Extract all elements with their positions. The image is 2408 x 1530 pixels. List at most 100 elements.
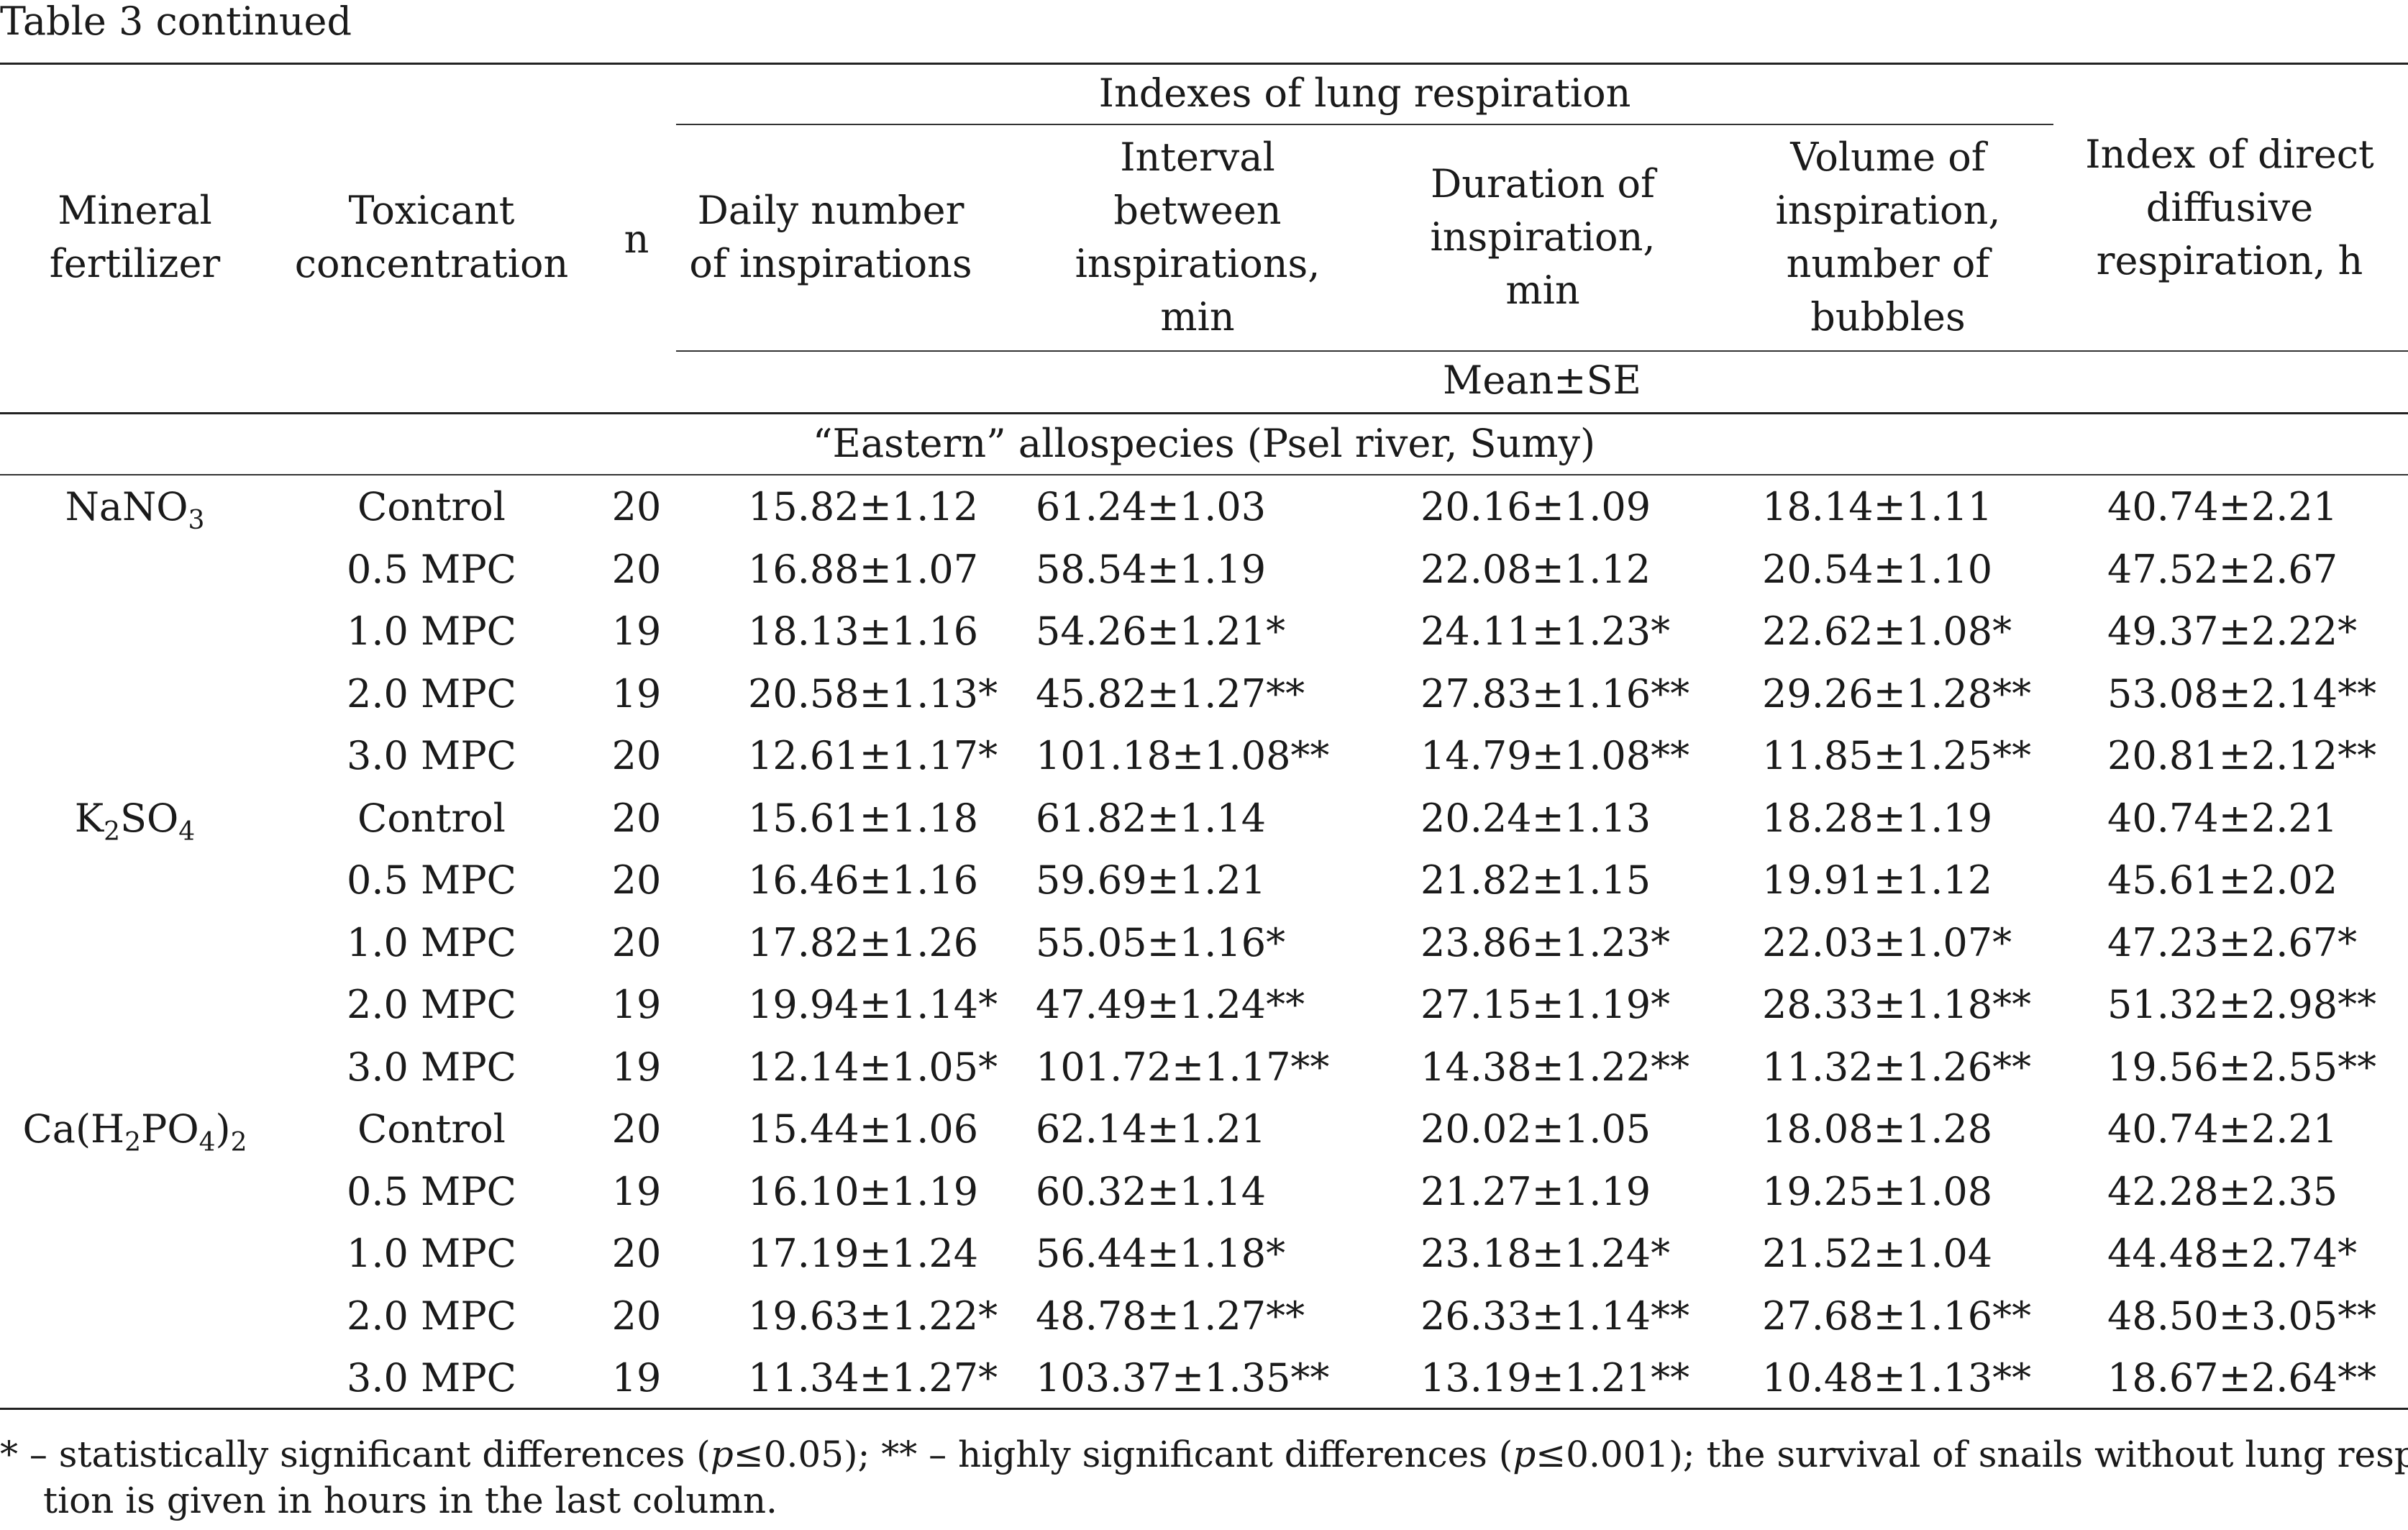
cell-direct: 47.52±2.67 (2107, 546, 2338, 592)
cell-duration: 24.11±1.23* (1420, 609, 1671, 654)
header-mean-se: Mean±SE (1443, 358, 1641, 403)
cell-conc: Control (357, 1106, 506, 1152)
cell-interval: 45.82±1.27** (1036, 670, 1305, 716)
cell-interval: 101.72±1.17** (1036, 1044, 1330, 1090)
cell-daily: 16.46±1.16 (748, 857, 979, 903)
cell-n: 19 (611, 1168, 662, 1214)
cell-direct: 20.81±2.12** (2107, 733, 2377, 778)
cell-n: 20 (611, 733, 662, 778)
cell-conc: Control (357, 795, 506, 841)
cell-duration: 14.38±1.22** (1420, 1044, 1690, 1090)
cell-direct: 18.67±2.64** (2107, 1355, 2377, 1401)
cell-volume: 22.62±1.08* (1762, 609, 2012, 654)
cell-direct: 42.28±2.35 (2107, 1168, 2338, 1214)
header-bottom-rule (676, 350, 2408, 352)
cell-daily: 16.10±1.19 (748, 1168, 979, 1214)
table-caption: Table 3 continued (0, 0, 352, 44)
cell-interval: 62.14±1.21 (1036, 1106, 1267, 1152)
cell-volume: 18.14±1.11 (1762, 484, 1993, 529)
cell-conc: 2.0 MPC (347, 1293, 516, 1339)
cell-direct: 19.56±2.55** (2107, 1044, 2377, 1090)
cell-n: 20 (611, 1106, 662, 1152)
cell-conc: 3.0 MPC (347, 1355, 516, 1401)
cell-daily: 18.13±1.16 (748, 609, 979, 654)
cell-interval: 47.49±1.24** (1036, 982, 1305, 1027)
top-rule (0, 63, 2408, 65)
footnote-line-2: tion is given in hours in the last colum… (43, 1480, 777, 1521)
cell-n: 19 (611, 1044, 662, 1090)
cell-interval: 61.82±1.14 (1036, 795, 1267, 841)
cell-n: 20 (611, 919, 662, 965)
header-interval: Interval between inspirations, min (1075, 135, 1321, 340)
cell-daily: 17.19±1.24 (748, 1231, 979, 1276)
cell-direct: 40.74±2.21 (2107, 1106, 2338, 1152)
cell-volume: 19.25±1.08 (1762, 1168, 1993, 1214)
cell-interval: 59.69±1.21 (1036, 857, 1267, 903)
cell-volume: 28.33±1.18** (1762, 982, 2032, 1027)
cell-conc: Control (357, 484, 506, 529)
cell-n: 20 (611, 857, 662, 903)
cell-direct: 44.48±2.74* (2107, 1231, 2358, 1276)
cell-volume: 22.03±1.07* (1762, 919, 2012, 965)
cell-interval: 55.05±1.16* (1036, 919, 1286, 965)
cell-daily: 12.61±1.17* (748, 733, 998, 778)
cell-daily: 15.61±1.18 (748, 795, 979, 841)
header-n: n (624, 217, 649, 262)
cell-direct: 53.08±2.14** (2107, 670, 2377, 716)
lung-group-rule (676, 124, 2053, 125)
section-rule (0, 474, 2408, 475)
cell-daily: 20.58±1.13* (748, 670, 998, 716)
cell-direct: 47.23±2.67* (2107, 919, 2358, 965)
table-footnote: * – statistically significant difference… (0, 1431, 2408, 1524)
cell-n: 19 (611, 1355, 662, 1401)
cell-direct: 48.50±3.05** (2107, 1293, 2377, 1339)
cell-duration: 21.27±1.19 (1420, 1168, 1651, 1214)
cell-volume: 18.28±1.19 (1762, 795, 1993, 841)
cell-duration: 20.02±1.05 (1420, 1106, 1651, 1152)
cell-volume: 20.54±1.10 (1762, 546, 1993, 592)
cell-daily: 15.44±1.06 (748, 1106, 979, 1152)
cell-volume: 19.91±1.12 (1762, 857, 1993, 903)
cell-daily: 17.82±1.26 (748, 919, 979, 965)
cell-duration: 23.18±1.24* (1420, 1231, 1671, 1276)
cell-duration: 21.82±1.15 (1420, 857, 1651, 903)
cell-duration: 14.79±1.08** (1420, 733, 1690, 778)
header-group-lung: Indexes of lung respiration (1098, 70, 1631, 116)
cell-conc: 0.5 MPC (347, 857, 516, 903)
cell-duration: 23.86±1.23* (1420, 919, 1671, 965)
header-mineral-fertilizer: Mineral fertilizer (49, 188, 221, 286)
cell-direct: 40.74±2.21 (2107, 795, 2338, 841)
header-duration: Duration of inspiration, min (1430, 161, 1656, 313)
cell-conc: 1.0 MPC (347, 609, 516, 654)
mean-se-rule (0, 412, 2408, 414)
fertilizer-name: K2SO4 (74, 795, 196, 847)
header-daily-number: Daily number of inspirations (689, 188, 972, 286)
cell-n: 19 (611, 609, 662, 654)
header-toxicant-concentration: Toxicant concentration (294, 188, 569, 286)
cell-interval: 56.44±1.18* (1036, 1231, 1286, 1276)
section-label: “Eastern” allospecies (Psel river, Sumy) (812, 421, 1596, 466)
cell-direct: 45.61±2.02 (2107, 857, 2338, 903)
cell-volume: 11.32±1.26** (1762, 1044, 2032, 1090)
cell-conc: 0.5 MPC (347, 546, 516, 592)
cell-volume: 11.85±1.25** (1762, 733, 2032, 778)
cell-volume: 29.26±1.28** (1762, 670, 2032, 716)
cell-duration: 20.16±1.09 (1420, 484, 1651, 529)
cell-direct: 49.37±2.22* (2107, 609, 2358, 654)
cell-interval: 54.26±1.21* (1036, 609, 1286, 654)
cell-duration: 20.24±1.13 (1420, 795, 1651, 841)
cell-volume: 27.68±1.16** (1762, 1293, 2032, 1339)
cell-n: 19 (611, 982, 662, 1027)
cell-n: 20 (611, 1231, 662, 1276)
fertilizer-name: Ca(H2PO4)2 (22, 1106, 247, 1157)
bottom-rule (0, 1408, 2408, 1410)
cell-n: 20 (611, 795, 662, 841)
cell-duration: 13.19±1.21** (1420, 1355, 1690, 1401)
cell-n: 20 (611, 484, 662, 529)
fertilizer-name: NaNO3 (65, 484, 205, 535)
cell-duration: 27.15±1.19* (1420, 982, 1671, 1027)
header-volume: Volume of inspiration, number of bubbles (1775, 135, 2001, 340)
cell-duration: 22.08±1.12 (1420, 546, 1651, 592)
cell-daily: 12.14±1.05* (748, 1044, 998, 1090)
cell-conc: 2.0 MPC (347, 670, 516, 716)
